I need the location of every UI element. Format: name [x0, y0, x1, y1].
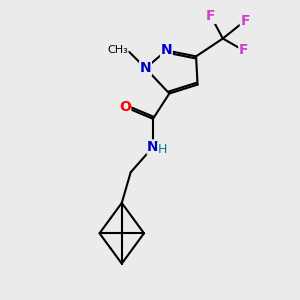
Text: O: O: [119, 100, 131, 114]
Text: F: F: [206, 9, 216, 23]
Text: N: N: [160, 44, 172, 57]
Text: N: N: [140, 61, 152, 75]
Text: N: N: [147, 140, 159, 154]
Text: CH₃: CH₃: [107, 45, 128, 56]
Text: F: F: [239, 44, 248, 57]
Text: H: H: [158, 143, 167, 156]
Text: F: F: [240, 14, 250, 28]
